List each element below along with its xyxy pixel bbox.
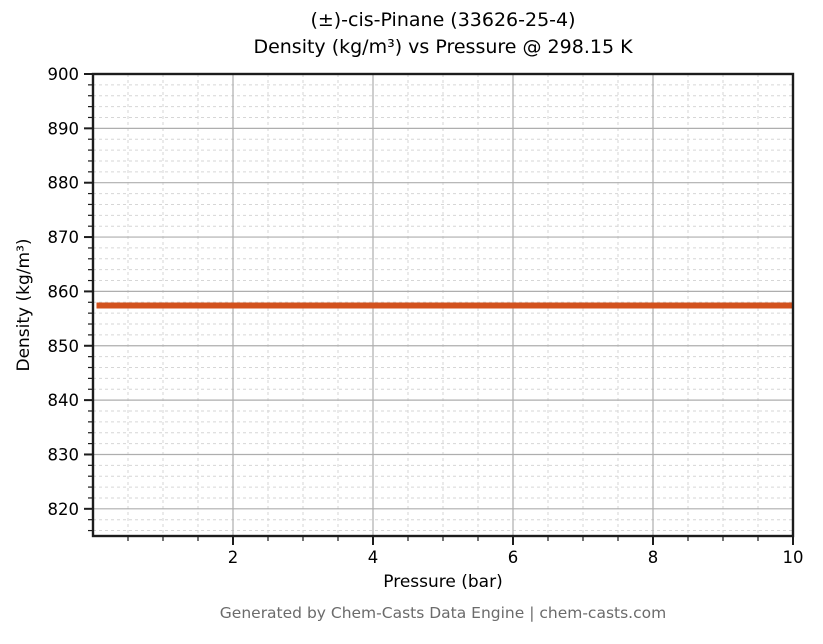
y-tick-label: 820 (48, 500, 80, 519)
x-tick-labels: 2 4 6 8 10 (228, 548, 804, 567)
x-tick-label: 4 (368, 548, 379, 567)
y-tick-label: 860 (48, 282, 80, 301)
y-tick-label: 890 (48, 119, 80, 138)
y-tick-label: 830 (48, 445, 80, 464)
chart-title-line-2: Density (kg/m³) vs Pressure @ 298.15 K (253, 36, 633, 58)
grid-minor (93, 74, 793, 536)
ticks-major (84, 73, 794, 545)
y-tick-labels: 820 830 840 850 860 870 880 890 900 (48, 65, 80, 519)
x-tick-label: 6 (508, 548, 519, 567)
chart-title: (±)-cis-Pinane (33626-25-4) Density (kg/… (93, 7, 793, 61)
y-tick-label: 850 (48, 337, 80, 356)
x-tick-label: 8 (648, 548, 659, 567)
y-tick-label: 880 (48, 174, 80, 193)
footer-attribution: Generated by Chem-Casts Data Engine | ch… (219, 604, 667, 622)
y-axis-label: Density (kg/m³) (14, 238, 34, 372)
x-axis-label: Pressure (bar) (383, 572, 503, 592)
y-tick-label: 900 (48, 65, 80, 84)
y-tick-label: 840 (48, 391, 80, 410)
x-tick-label: 2 (228, 548, 239, 567)
x-tick-label: 10 (783, 548, 804, 567)
ticks-minor (88, 84, 759, 541)
chart-title-line-1: (±)-cis-Pinane (33626-25-4) (310, 9, 576, 31)
y-tick-label: 870 (48, 228, 80, 247)
